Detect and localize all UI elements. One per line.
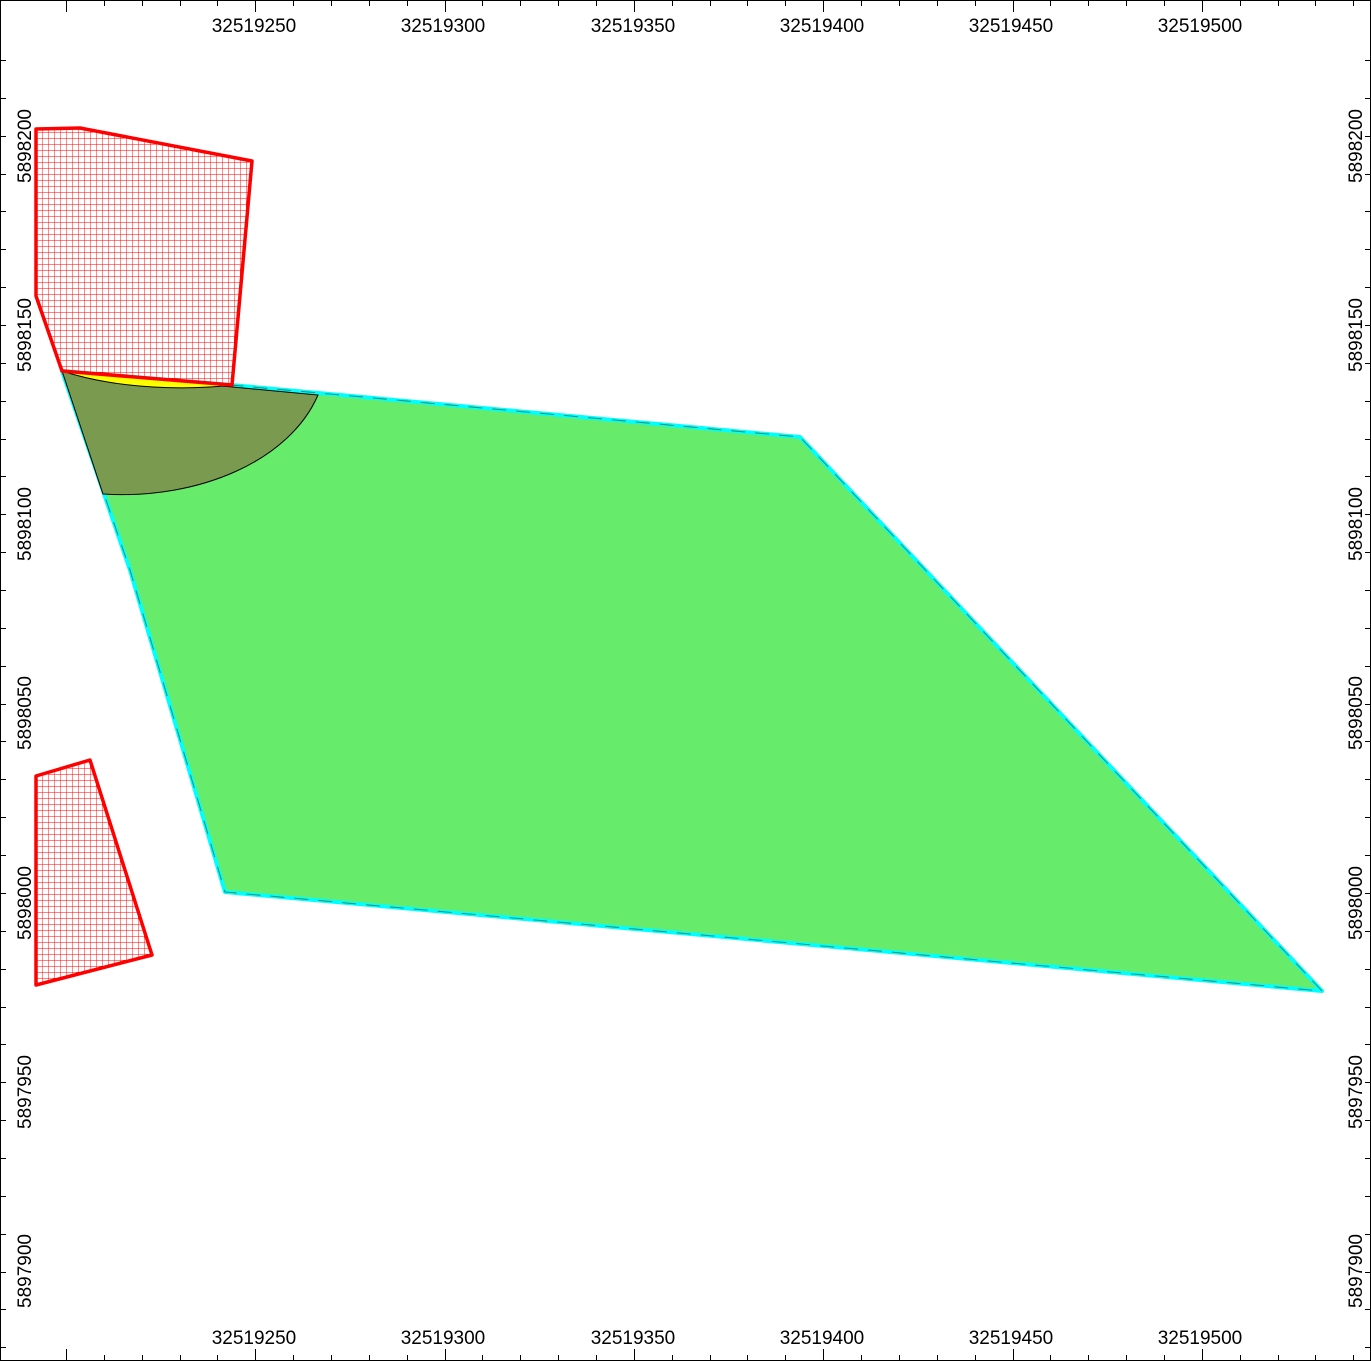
y-axis-ticks bbox=[0, 60, 1371, 1348]
y-tick-label: 5897900 bbox=[1346, 1234, 1367, 1308]
x-tick-label: 32519450 bbox=[969, 16, 1054, 37]
x-tick-label: 32519350 bbox=[591, 16, 676, 37]
x-tick-label: 32519300 bbox=[401, 1328, 486, 1349]
x-tick-label: 32519250 bbox=[212, 1328, 297, 1349]
x-axis-ticks bbox=[66, 0, 1354, 1361]
x-axis-labels-bottom: 32519250 32519300 32519350 32519400 3251… bbox=[212, 1328, 1243, 1349]
y-tick-label: 5898050 bbox=[1346, 676, 1367, 750]
x-tick-label: 32519400 bbox=[780, 1328, 865, 1349]
x-tick-label: 32519500 bbox=[1158, 16, 1243, 37]
y-tick-label: 5898050 bbox=[15, 676, 36, 750]
y-axis-labels-left: 5898200 5898150 5898100 5898050 5898000 … bbox=[15, 109, 36, 1308]
x-axis-labels-top: 32519250 32519300 32519350 32519400 3251… bbox=[212, 16, 1243, 37]
x-tick-label: 32519300 bbox=[401, 16, 486, 37]
x-tick-label: 32519250 bbox=[212, 16, 297, 37]
y-tick-label: 5898200 bbox=[15, 109, 36, 183]
x-tick-label: 32519500 bbox=[1158, 1328, 1243, 1349]
y-tick-label: 5898100 bbox=[15, 487, 36, 561]
x-tick-label: 32519400 bbox=[780, 16, 865, 37]
x-tick-label: 32519350 bbox=[591, 1328, 676, 1349]
buffer-sector[interactable] bbox=[61, 370, 319, 496]
y-tick-label: 5897950 bbox=[1346, 1055, 1367, 1129]
y-tick-label: 5897950 bbox=[15, 1055, 36, 1129]
y-tick-label: 5898150 bbox=[1346, 298, 1367, 372]
red-hatched-area-bottom[interactable] bbox=[34, 758, 154, 987]
red-hatched-area-top[interactable] bbox=[34, 126, 254, 387]
y-tick-label: 5897900 bbox=[15, 1234, 36, 1308]
y-tick-label: 5898100 bbox=[1346, 487, 1367, 561]
y-tick-label: 5898000 bbox=[1346, 866, 1367, 940]
y-axis-labels-right: 5898200 5898150 5898100 5898050 5898000 … bbox=[1346, 109, 1367, 1308]
y-tick-label: 5898200 bbox=[1346, 109, 1367, 183]
y-tick-label: 5898000 bbox=[15, 866, 36, 940]
y-tick-label: 5898150 bbox=[15, 298, 36, 372]
x-tick-label: 32519450 bbox=[969, 1328, 1054, 1349]
